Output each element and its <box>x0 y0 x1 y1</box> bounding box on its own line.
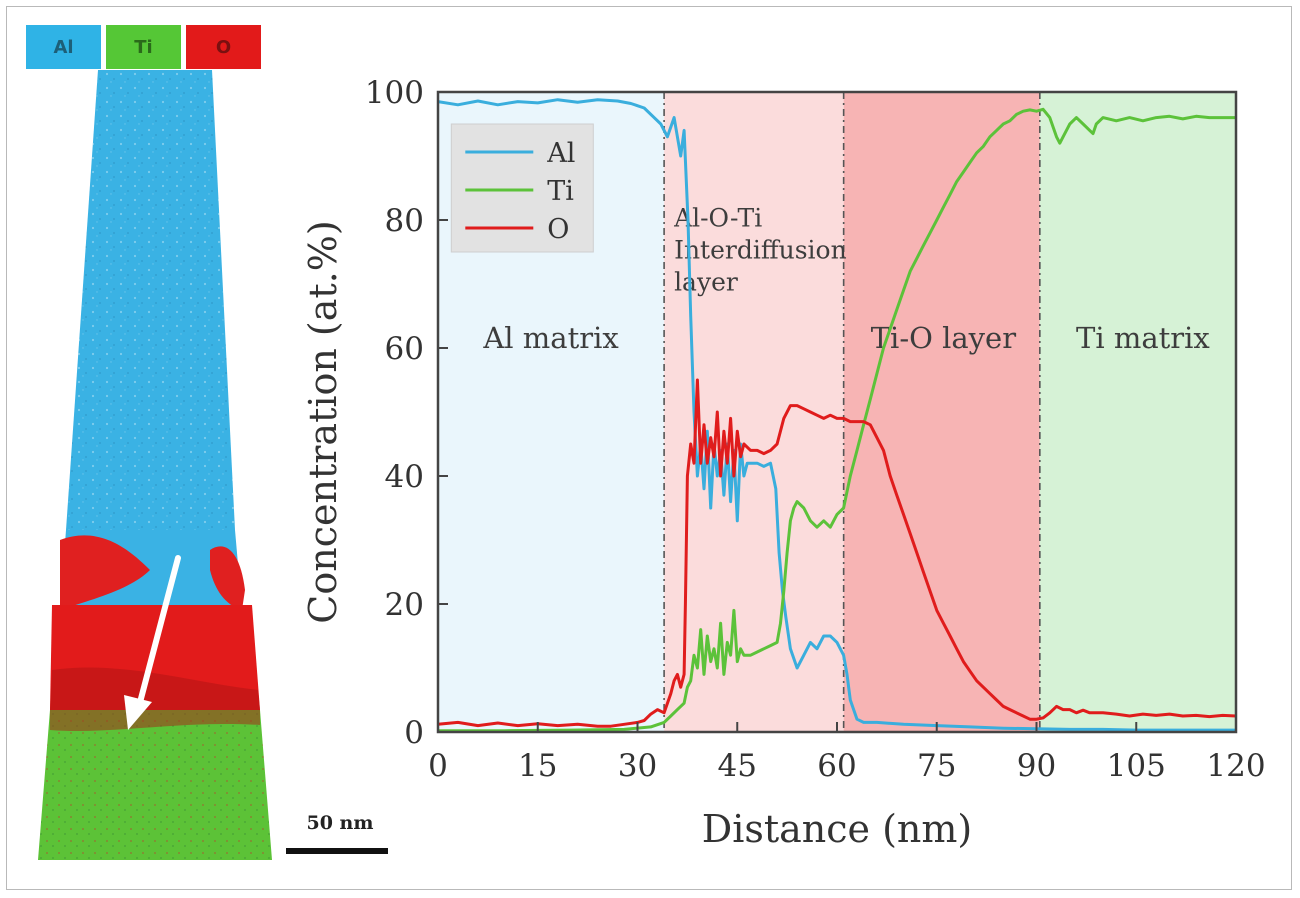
region-label-2-line-2: Interdiffusion <box>674 235 847 264</box>
x-tick-label-2: 30 <box>618 748 657 784</box>
series-line-o <box>437 378 1237 728</box>
x-tick-label-0: 0 <box>428 748 448 784</box>
arrowhead-icon <box>124 695 152 730</box>
series-line-al <box>437 98 1236 732</box>
region-label-1: Al matrix <box>482 321 618 355</box>
legend-box <box>450 123 594 253</box>
x-tick-label-1: 15 <box>518 748 557 784</box>
series-line-ti <box>438 107 1236 733</box>
x-tick-label-7: 105 <box>1107 748 1166 784</box>
element-chip-o: O <box>186 25 261 69</box>
y-tick-label-2: 40 <box>385 459 424 495</box>
element-legend: Al Ti O <box>26 25 266 69</box>
legend-label-al: Al <box>546 138 575 169</box>
x-tick-label-8: 120 <box>1206 748 1265 784</box>
profile-direction-arrow <box>135 555 181 713</box>
legend-label-o: O <box>547 214 569 245</box>
y-axis-label: Concentration (at.%) <box>301 220 345 623</box>
y-tick-label-5: 100 <box>365 75 424 111</box>
region-2-shade <box>664 92 844 732</box>
region-4-shade <box>1039 92 1236 732</box>
region-label-3: Ti-O layer <box>871 321 1017 355</box>
region-label-2-line-3: layer <box>674 267 738 296</box>
y-tick-label-1: 20 <box>385 587 424 623</box>
y-tick-label-3: 60 <box>385 331 424 367</box>
y-tick-label-0: 0 <box>404 715 424 751</box>
region-3-shade <box>843 92 1040 732</box>
x-tick-label-5: 75 <box>917 748 956 784</box>
scale-bar-label: 50 nm <box>306 812 374 834</box>
element-chip-ti: Ti <box>106 25 181 69</box>
x-tick-label-6: 90 <box>1017 748 1056 784</box>
element-chip-al: Al <box>26 25 101 69</box>
concentration-profile-chart: Al matrixAl-O-TiInterdiffusionlayerTi-O … <box>301 75 1266 851</box>
atom-probe-tip <box>38 70 272 860</box>
y-tick-label-4: 80 <box>385 203 424 239</box>
scale-bar <box>286 848 388 854</box>
region-label-4: Ti matrix <box>1076 321 1210 355</box>
x-tick-label-4: 60 <box>817 748 856 784</box>
x-axis-label: Distance (nm) <box>702 807 973 851</box>
figure-frame <box>6 6 1292 890</box>
legend-label-ti: Ti <box>547 176 574 207</box>
x-tick-label-3: 45 <box>718 748 757 784</box>
